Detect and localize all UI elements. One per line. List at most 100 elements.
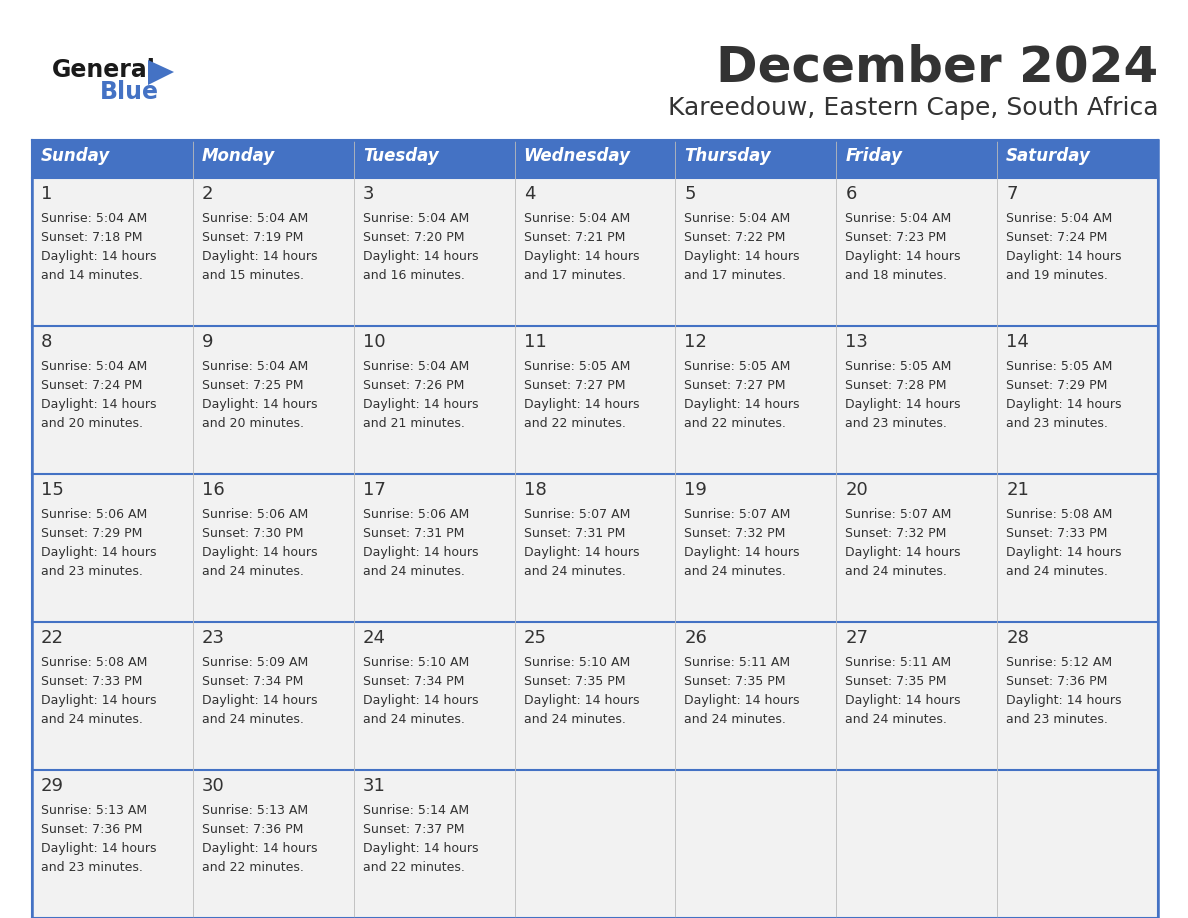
Text: Sunset: 7:36 PM: Sunset: 7:36 PM	[1006, 675, 1107, 688]
Text: Daylight: 14 hours: Daylight: 14 hours	[846, 250, 961, 263]
Text: and 24 minutes.: and 24 minutes.	[524, 713, 625, 726]
Text: Daylight: 14 hours: Daylight: 14 hours	[524, 398, 639, 411]
Text: and 18 minutes.: and 18 minutes.	[846, 269, 947, 282]
Text: 25: 25	[524, 629, 546, 647]
Text: and 24 minutes.: and 24 minutes.	[1006, 565, 1108, 578]
Text: Daylight: 14 hours: Daylight: 14 hours	[42, 842, 157, 855]
Bar	[192, 178, 354, 326]
Text: and 20 minutes.: and 20 minutes.	[42, 417, 143, 430]
Text: 12: 12	[684, 333, 707, 351]
Text: Sunset: 7:35 PM: Sunset: 7:35 PM	[846, 675, 947, 688]
Bar	[676, 622, 836, 770]
Text: December 2024: December 2024	[715, 44, 1158, 92]
Text: Daylight: 14 hours: Daylight: 14 hours	[202, 842, 317, 855]
Text: Sunset: 7:31 PM: Sunset: 7:31 PM	[362, 527, 465, 540]
Text: Sunset: 7:33 PM: Sunset: 7:33 PM	[42, 675, 143, 688]
Text: and 16 minutes.: and 16 minutes.	[362, 269, 465, 282]
Bar	[997, 622, 1158, 770]
Text: and 17 minutes.: and 17 minutes.	[524, 269, 626, 282]
Bar	[836, 178, 997, 326]
Text: and 24 minutes.: and 24 minutes.	[846, 565, 947, 578]
Text: and 22 minutes.: and 22 minutes.	[202, 861, 304, 874]
Text: Sunset: 7:18 PM: Sunset: 7:18 PM	[42, 231, 143, 244]
Bar	[514, 474, 676, 622]
Text: Sunset: 7:33 PM: Sunset: 7:33 PM	[1006, 527, 1107, 540]
Text: Sunset: 7:23 PM: Sunset: 7:23 PM	[846, 231, 947, 244]
Text: Daylight: 14 hours: Daylight: 14 hours	[362, 842, 479, 855]
Text: Daylight: 14 hours: Daylight: 14 hours	[42, 694, 157, 707]
Bar	[354, 326, 514, 474]
Bar	[997, 326, 1158, 474]
Text: and 22 minutes.: and 22 minutes.	[524, 417, 625, 430]
Text: and 23 minutes.: and 23 minutes.	[1006, 417, 1108, 430]
Text: Sunrise: 5:05 AM: Sunrise: 5:05 AM	[684, 360, 791, 373]
Text: Daylight: 14 hours: Daylight: 14 hours	[202, 398, 317, 411]
Text: Sunrise: 5:07 AM: Sunrise: 5:07 AM	[846, 508, 952, 521]
Bar	[32, 326, 192, 474]
Text: Sunset: 7:34 PM: Sunset: 7:34 PM	[202, 675, 303, 688]
Text: and 20 minutes.: and 20 minutes.	[202, 417, 304, 430]
Text: General: General	[52, 58, 156, 82]
Text: Daylight: 14 hours: Daylight: 14 hours	[202, 694, 317, 707]
Text: Sunrise: 5:04 AM: Sunrise: 5:04 AM	[42, 360, 147, 373]
Text: and 24 minutes.: and 24 minutes.	[684, 713, 786, 726]
Text: and 23 minutes.: and 23 minutes.	[42, 565, 143, 578]
Text: 30: 30	[202, 777, 225, 795]
Text: Sunrise: 5:11 AM: Sunrise: 5:11 AM	[846, 656, 952, 669]
Text: and 24 minutes.: and 24 minutes.	[362, 713, 465, 726]
Text: Daylight: 14 hours: Daylight: 14 hours	[524, 694, 639, 707]
Text: Sunday: Sunday	[42, 147, 110, 165]
Bar	[514, 178, 676, 326]
Bar	[32, 178, 192, 326]
Text: Sunrise: 5:13 AM: Sunrise: 5:13 AM	[42, 804, 147, 817]
Text: 1: 1	[42, 185, 52, 203]
Text: and 24 minutes.: and 24 minutes.	[362, 565, 465, 578]
Bar	[32, 140, 1158, 918]
Text: Daylight: 14 hours: Daylight: 14 hours	[846, 546, 961, 559]
Text: Thursday: Thursday	[684, 147, 771, 165]
Text: Daylight: 14 hours: Daylight: 14 hours	[1006, 398, 1121, 411]
Text: Sunset: 7:36 PM: Sunset: 7:36 PM	[42, 823, 143, 836]
Text: Daylight: 14 hours: Daylight: 14 hours	[684, 694, 800, 707]
Text: Daylight: 14 hours: Daylight: 14 hours	[42, 546, 157, 559]
Text: Sunset: 7:32 PM: Sunset: 7:32 PM	[846, 527, 947, 540]
Text: Daylight: 14 hours: Daylight: 14 hours	[684, 250, 800, 263]
Text: Tuesday: Tuesday	[362, 147, 438, 165]
Text: Daylight: 14 hours: Daylight: 14 hours	[846, 694, 961, 707]
Text: 31: 31	[362, 777, 386, 795]
Text: and 21 minutes.: and 21 minutes.	[362, 417, 465, 430]
Text: Sunset: 7:29 PM: Sunset: 7:29 PM	[1006, 379, 1107, 392]
Text: Sunset: 7:35 PM: Sunset: 7:35 PM	[684, 675, 786, 688]
Text: and 24 minutes.: and 24 minutes.	[846, 713, 947, 726]
Bar	[997, 474, 1158, 622]
Text: Sunrise: 5:04 AM: Sunrise: 5:04 AM	[1006, 212, 1112, 225]
Text: and 14 minutes.: and 14 minutes.	[42, 269, 143, 282]
Text: Sunrise: 5:05 AM: Sunrise: 5:05 AM	[1006, 360, 1112, 373]
Text: and 15 minutes.: and 15 minutes.	[202, 269, 304, 282]
Text: Daylight: 14 hours: Daylight: 14 hours	[362, 250, 479, 263]
Text: 22: 22	[42, 629, 64, 647]
Text: and 24 minutes.: and 24 minutes.	[202, 713, 304, 726]
Text: and 19 minutes.: and 19 minutes.	[1006, 269, 1108, 282]
Text: Sunset: 7:20 PM: Sunset: 7:20 PM	[362, 231, 465, 244]
Text: Daylight: 14 hours: Daylight: 14 hours	[524, 250, 639, 263]
Text: Sunrise: 5:09 AM: Sunrise: 5:09 AM	[202, 656, 308, 669]
Text: Sunset: 7:34 PM: Sunset: 7:34 PM	[362, 675, 465, 688]
Bar	[514, 326, 676, 474]
Text: Sunset: 7:35 PM: Sunset: 7:35 PM	[524, 675, 625, 688]
Text: 13: 13	[846, 333, 868, 351]
Text: Sunrise: 5:05 AM: Sunrise: 5:05 AM	[524, 360, 630, 373]
Text: 7: 7	[1006, 185, 1018, 203]
Bar	[192, 770, 354, 918]
Text: 2: 2	[202, 185, 214, 203]
Bar	[192, 474, 354, 622]
Text: Sunset: 7:19 PM: Sunset: 7:19 PM	[202, 231, 303, 244]
Polygon shape	[148, 60, 173, 85]
Text: 19: 19	[684, 481, 707, 499]
Bar	[836, 770, 997, 918]
Text: 14: 14	[1006, 333, 1029, 351]
Text: Sunrise: 5:07 AM: Sunrise: 5:07 AM	[684, 508, 791, 521]
Text: Sunrise: 5:13 AM: Sunrise: 5:13 AM	[202, 804, 308, 817]
Bar	[32, 140, 1158, 178]
Bar	[836, 622, 997, 770]
